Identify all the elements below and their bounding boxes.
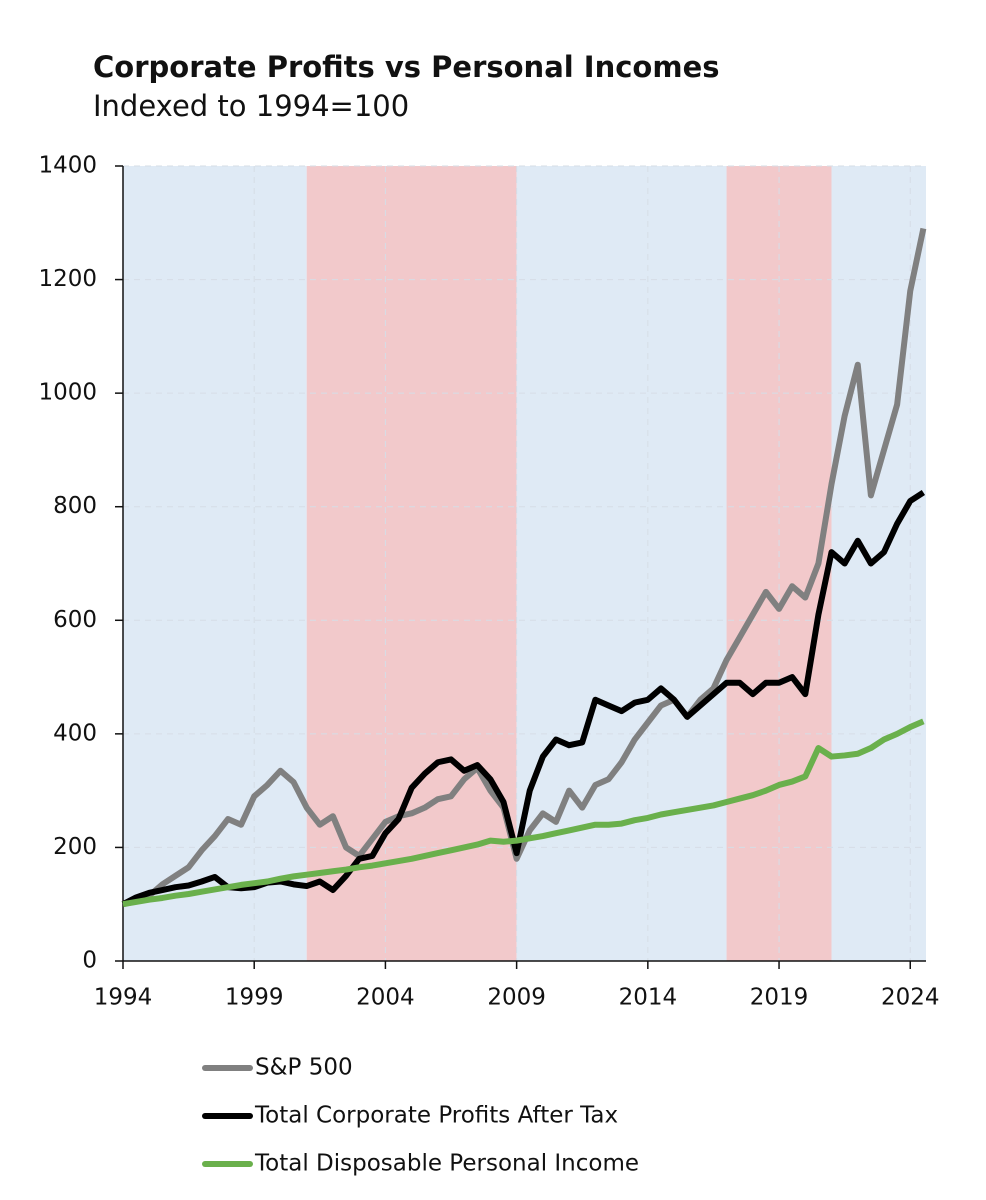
series-line — [122, 227, 927, 908]
y-tick-label: 200 — [53, 834, 97, 860]
y-tick-label: 1200 — [38, 266, 97, 292]
shaded-band — [306, 166, 517, 961]
legend-label: Total Disposable Personal Income — [254, 1151, 639, 1177]
chart-subtitle: Indexed to 1994=100 — [93, 89, 409, 123]
y-tick-label: 800 — [53, 493, 97, 519]
legend-label: Total Corporate Profits After Tax — [254, 1103, 618, 1129]
x-tick-label: 2009 — [487, 985, 546, 1011]
chart-title: Corporate Profits vs Personal Incomes — [93, 50, 720, 84]
series-line — [121, 490, 926, 907]
legend-label: S&P 500 — [255, 1055, 353, 1081]
y-tick-label: 1000 — [38, 380, 97, 406]
x-tick-label: 2004 — [356, 985, 415, 1011]
shaded-band — [123, 166, 307, 961]
y-tick-label: 600 — [53, 607, 97, 633]
y-tick-label: 0 — [82, 948, 97, 974]
shaded-band — [516, 166, 727, 961]
x-tick-label: 2019 — [750, 985, 809, 1011]
x-tick-label: 1999 — [225, 985, 284, 1011]
y-tick-label: 1400 — [38, 153, 97, 179]
x-tick-label: 1994 — [94, 985, 153, 1011]
x-tick-label: 2014 — [619, 985, 678, 1011]
series-line — [122, 718, 925, 908]
y-tick-label: 400 — [53, 720, 97, 746]
x-tick-label: 2024 — [881, 985, 940, 1011]
